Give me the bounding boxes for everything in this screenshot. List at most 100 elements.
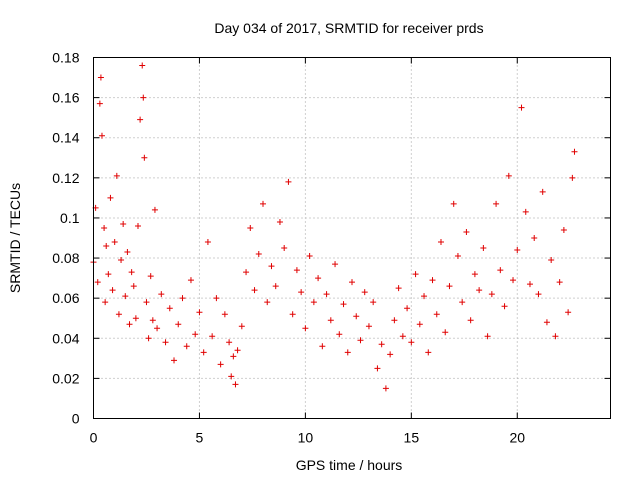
data-point bbox=[130, 283, 137, 290]
data-point bbox=[488, 291, 495, 298]
y-tick-label: 0.18 bbox=[52, 50, 79, 66]
data-point bbox=[560, 226, 567, 233]
data-point bbox=[571, 148, 578, 155]
data-point bbox=[552, 333, 559, 340]
y-tick-label: 0 bbox=[72, 411, 80, 427]
grid-lines bbox=[93, 57, 611, 419]
data-point bbox=[306, 253, 313, 260]
data-point bbox=[171, 357, 178, 364]
data-point bbox=[98, 132, 105, 139]
axis-ticks bbox=[93, 57, 611, 419]
y-tick-label: 0.08 bbox=[52, 250, 79, 266]
data-point bbox=[391, 317, 398, 324]
data-point bbox=[327, 317, 334, 324]
data-point bbox=[228, 373, 235, 380]
data-point bbox=[132, 315, 139, 322]
data-point bbox=[310, 299, 317, 306]
data-point bbox=[429, 277, 436, 284]
data-point bbox=[505, 172, 512, 179]
data-point bbox=[556, 279, 563, 286]
data-point bbox=[382, 385, 389, 392]
data-point bbox=[122, 293, 129, 300]
data-point bbox=[251, 287, 258, 294]
data-point bbox=[454, 253, 461, 260]
data-point bbox=[109, 287, 116, 294]
data-point bbox=[260, 200, 267, 207]
data-point bbox=[370, 299, 377, 306]
x-tick-label: 0 bbox=[90, 430, 98, 446]
data-point bbox=[162, 339, 169, 346]
y-tick-label: 0.06 bbox=[52, 290, 79, 306]
data-point bbox=[175, 321, 182, 328]
data-point bbox=[120, 220, 127, 227]
data-point bbox=[450, 200, 457, 207]
data-point bbox=[446, 283, 453, 290]
data-point bbox=[510, 277, 517, 284]
data-point bbox=[497, 267, 504, 274]
data-point bbox=[459, 299, 466, 306]
data-point bbox=[518, 104, 525, 111]
data-point bbox=[128, 269, 135, 276]
data-point bbox=[143, 299, 150, 306]
data-point bbox=[118, 257, 125, 264]
data-point bbox=[357, 337, 364, 344]
data-point bbox=[276, 218, 283, 225]
data-point bbox=[234, 347, 241, 354]
x-tick-label: 20 bbox=[509, 430, 525, 446]
chart-title: Day 034 of 2017, SRMTID for receiver prd… bbox=[214, 20, 483, 36]
y-axis-label: SRMTID / TECUs bbox=[7, 183, 23, 293]
data-point bbox=[416, 321, 423, 328]
data-point bbox=[209, 333, 216, 340]
y-tick-label: 0.1 bbox=[60, 210, 80, 226]
data-point bbox=[476, 287, 483, 294]
x-tick-labels: 0 5 10 15 20 bbox=[90, 430, 526, 446]
data-point bbox=[353, 313, 360, 320]
data-point bbox=[141, 154, 148, 161]
data-point bbox=[139, 62, 146, 69]
data-point bbox=[433, 311, 440, 318]
data-point bbox=[501, 303, 508, 310]
data-point bbox=[238, 323, 245, 330]
data-point bbox=[102, 299, 109, 306]
data-point bbox=[315, 275, 322, 282]
data-point bbox=[526, 281, 533, 288]
data-point bbox=[96, 100, 103, 107]
data-point bbox=[395, 285, 402, 292]
data-point bbox=[463, 228, 470, 235]
data-point bbox=[158, 291, 165, 298]
x-axis-label: GPS time / hours bbox=[296, 457, 403, 473]
data-point bbox=[340, 301, 347, 308]
data-point bbox=[535, 291, 542, 298]
data-point bbox=[111, 239, 118, 246]
data-point bbox=[484, 333, 491, 340]
data-point bbox=[187, 277, 194, 284]
data-point bbox=[268, 263, 275, 270]
plot-frame bbox=[93, 57, 611, 419]
data-point bbox=[399, 333, 406, 340]
y-tick-label: 0.02 bbox=[52, 370, 79, 386]
data-point bbox=[421, 293, 428, 300]
data-point bbox=[548, 257, 555, 264]
data-point bbox=[543, 319, 550, 326]
data-point bbox=[151, 206, 158, 213]
y-tick-labels: 0 0.02 0.04 0.06 0.08 0.1 0.12 0.14 0.16 0.18 bbox=[52, 50, 79, 427]
data-point bbox=[192, 331, 199, 338]
data-point bbox=[437, 239, 444, 246]
data-point bbox=[113, 172, 120, 179]
data-point bbox=[94, 279, 101, 286]
data-point bbox=[264, 299, 271, 306]
data-point bbox=[140, 94, 147, 101]
data-point bbox=[467, 317, 474, 324]
data-point bbox=[145, 335, 152, 342]
data-point bbox=[196, 309, 203, 316]
data-point bbox=[232, 381, 239, 388]
y-tick-label: 0.04 bbox=[52, 330, 79, 346]
x-tick-label: 15 bbox=[404, 430, 420, 446]
data-point bbox=[539, 188, 546, 195]
data-point bbox=[137, 116, 144, 123]
data-point bbox=[298, 289, 305, 296]
data-point bbox=[531, 235, 538, 241]
data-point bbox=[332, 261, 339, 268]
x-tick-label: 10 bbox=[298, 430, 314, 446]
